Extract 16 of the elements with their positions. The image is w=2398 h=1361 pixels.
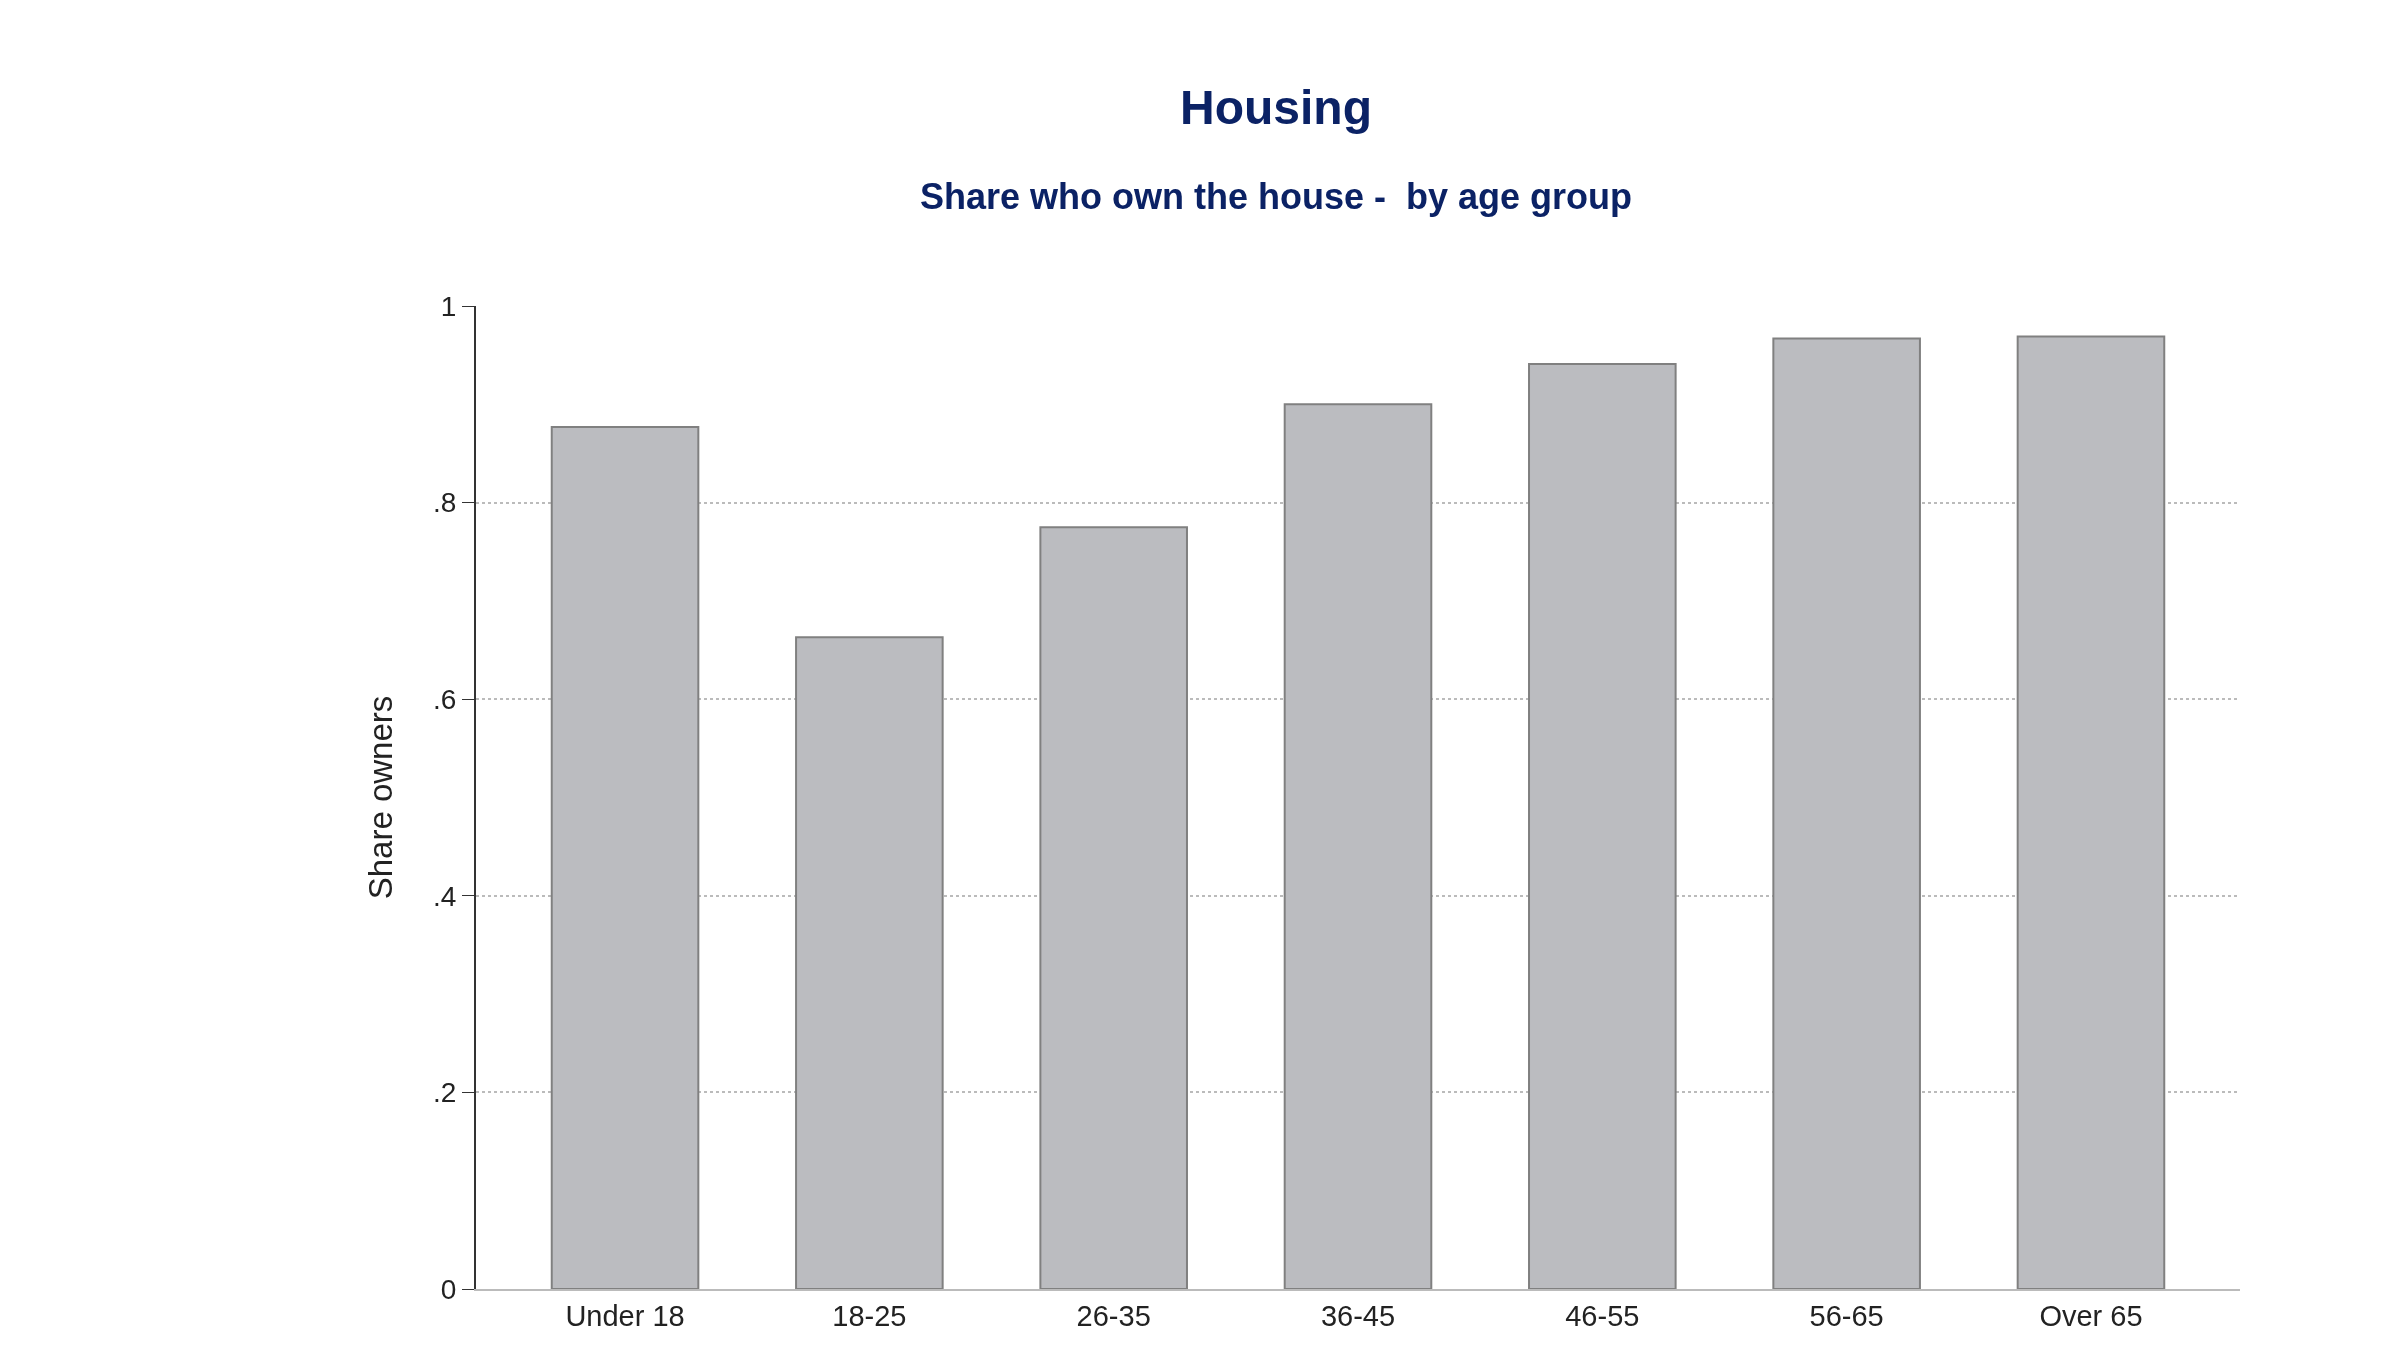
y-tick-label: .6 [433,684,457,715]
x-tick-label: 56-65 [1809,1299,1884,1332]
x-tick-label: Over 65 [2039,1299,2143,1332]
y-tick-label: .8 [433,487,457,519]
x-tick-label: 46-55 [1565,1299,1640,1332]
x-tick-label: Under 18 [565,1299,685,1332]
chart-title: Housing [1180,81,1372,134]
chart-subtitle: Share who own the house - by age group [920,176,1633,217]
y-axis-title: Share owners [362,695,400,900]
x-tick-label: 26-35 [1076,1299,1151,1332]
x-tick-label: 18-25 [832,1299,907,1332]
y-tick-label: 0 [440,1273,457,1305]
y-tick-label: 1 [440,290,457,322]
x-tick-label: 36-45 [1320,1299,1396,1332]
y-tick-label: .2 [433,1077,457,1109]
y-tick-label: .4 [433,880,457,912]
